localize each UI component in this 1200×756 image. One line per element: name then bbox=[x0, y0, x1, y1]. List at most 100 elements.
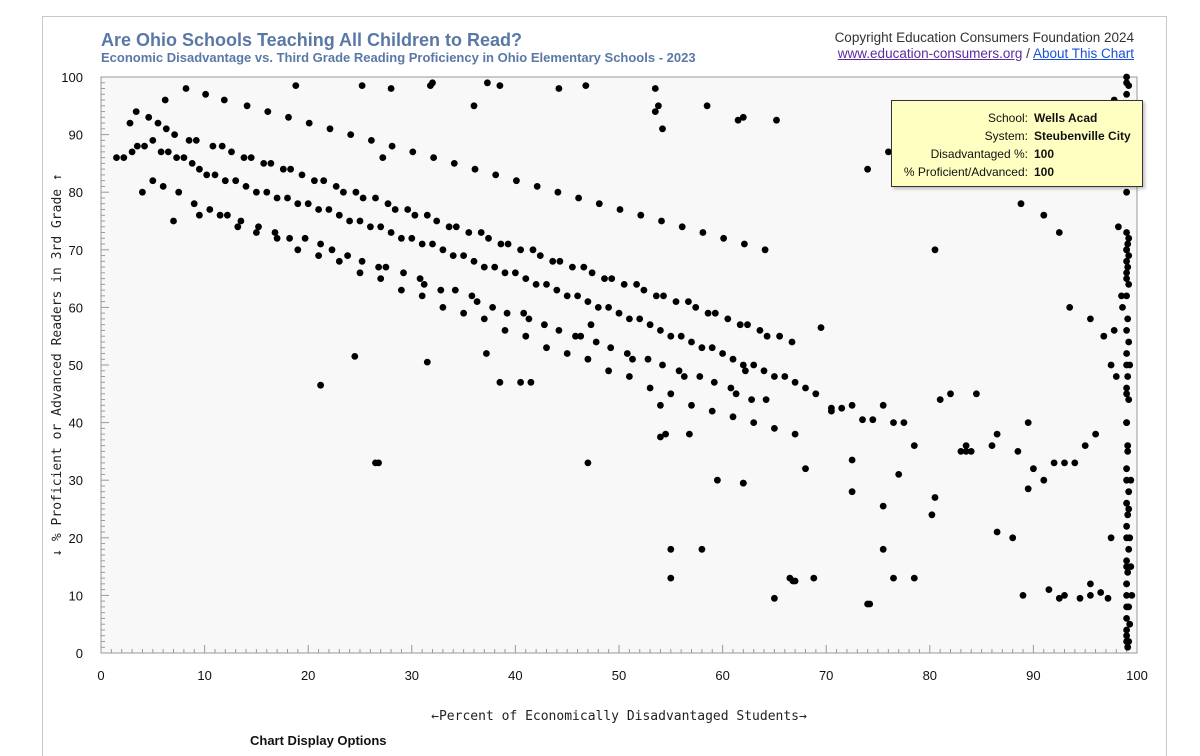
school-point[interactable] bbox=[698, 545, 706, 553]
school-point[interactable] bbox=[141, 142, 148, 150]
school-point[interactable] bbox=[1119, 304, 1126, 311]
school-point[interactable] bbox=[527, 378, 535, 386]
school-point[interactable] bbox=[592, 338, 600, 346]
school-point[interactable] bbox=[677, 332, 685, 340]
school-point[interactable] bbox=[267, 160, 275, 167]
school-point[interactable] bbox=[504, 240, 512, 248]
school-point[interactable] bbox=[773, 116, 780, 124]
school-point[interactable] bbox=[615, 309, 623, 317]
school-point[interactable] bbox=[180, 154, 188, 162]
school-point[interactable] bbox=[473, 298, 481, 305]
school-point[interactable] bbox=[1123, 592, 1130, 599]
school-point[interactable] bbox=[607, 344, 615, 352]
school-point[interactable] bbox=[1123, 350, 1130, 357]
school-point[interactable] bbox=[658, 217, 665, 225]
school-point[interactable] bbox=[791, 430, 799, 438]
school-point[interactable] bbox=[344, 252, 351, 259]
school-point[interactable] bbox=[675, 367, 683, 375]
school-point[interactable] bbox=[1040, 476, 1048, 484]
school-point[interactable] bbox=[569, 263, 576, 271]
school-point[interactable] bbox=[513, 177, 520, 185]
school-point[interactable] bbox=[659, 125, 666, 133]
school-point[interactable] bbox=[657, 327, 664, 334]
school-point[interactable] bbox=[294, 246, 302, 254]
school-point[interactable] bbox=[866, 600, 874, 608]
school-point[interactable] bbox=[646, 384, 654, 392]
school-point[interactable] bbox=[367, 223, 374, 231]
school-point[interactable] bbox=[696, 373, 704, 380]
school-point[interactable] bbox=[817, 324, 825, 331]
school-point[interactable] bbox=[699, 229, 707, 236]
school-point[interactable] bbox=[460, 252, 467, 259]
school-point[interactable] bbox=[164, 148, 172, 156]
school-point[interactable] bbox=[763, 332, 771, 340]
school-point[interactable] bbox=[1107, 534, 1115, 542]
school-point[interactable] bbox=[719, 350, 726, 357]
school-point[interactable] bbox=[1123, 522, 1130, 530]
school-point[interactable] bbox=[577, 332, 585, 340]
school-point[interactable] bbox=[433, 217, 441, 225]
school-point[interactable] bbox=[947, 390, 954, 398]
school-point[interactable] bbox=[848, 456, 856, 464]
school-point[interactable] bbox=[404, 206, 412, 213]
school-point[interactable] bbox=[1125, 82, 1133, 89]
school-point[interactable] bbox=[325, 206, 333, 213]
school-point[interactable] bbox=[644, 355, 652, 363]
school-point[interactable] bbox=[973, 390, 980, 398]
school-point[interactable] bbox=[529, 246, 537, 254]
school-point[interactable] bbox=[315, 206, 322, 213]
school-point[interactable] bbox=[688, 401, 695, 409]
school-point[interactable] bbox=[554, 188, 562, 196]
school-point[interactable] bbox=[1061, 459, 1068, 467]
school-point[interactable] bbox=[1055, 594, 1063, 602]
school-point[interactable] bbox=[692, 304, 700, 311]
school-point[interactable] bbox=[1061, 592, 1068, 599]
school-point[interactable] bbox=[543, 344, 550, 352]
school-point[interactable] bbox=[680, 373, 688, 380]
school-point[interactable] bbox=[1030, 465, 1037, 473]
school-point[interactable] bbox=[387, 85, 395, 92]
school-point[interactable] bbox=[1125, 338, 1133, 346]
school-point[interactable] bbox=[279, 165, 287, 173]
school-point[interactable] bbox=[411, 211, 419, 219]
school-point[interactable] bbox=[1104, 594, 1112, 602]
school-point[interactable] bbox=[173, 154, 181, 162]
school-point[interactable] bbox=[789, 577, 797, 585]
school-point[interactable] bbox=[253, 229, 260, 236]
school-point[interactable] bbox=[1123, 269, 1130, 277]
school-point[interactable] bbox=[452, 223, 460, 231]
school-point[interactable] bbox=[1123, 557, 1130, 565]
school-point[interactable] bbox=[703, 102, 711, 110]
school-point[interactable] bbox=[1125, 545, 1133, 553]
school-point[interactable] bbox=[1123, 632, 1130, 640]
school-point[interactable] bbox=[640, 286, 648, 294]
school-point[interactable] bbox=[756, 327, 764, 334]
school-point[interactable] bbox=[724, 315, 732, 323]
school-point[interactable] bbox=[879, 401, 887, 409]
school-point[interactable] bbox=[771, 425, 778, 432]
school-point[interactable] bbox=[678, 223, 686, 231]
school-point[interactable] bbox=[1128, 592, 1136, 599]
school-point[interactable] bbox=[216, 211, 224, 219]
school-point[interactable] bbox=[206, 206, 214, 213]
school-point[interactable] bbox=[1123, 638, 1130, 645]
school-point[interactable] bbox=[536, 252, 544, 259]
school-point[interactable] bbox=[517, 378, 524, 386]
school-point[interactable] bbox=[788, 338, 796, 346]
school-point[interactable] bbox=[556, 257, 564, 265]
school-point[interactable] bbox=[727, 384, 735, 392]
school-point[interactable] bbox=[1014, 448, 1022, 455]
school-point[interactable] bbox=[1024, 485, 1032, 493]
school-point[interactable] bbox=[496, 82, 504, 89]
school-point[interactable] bbox=[651, 108, 659, 115]
school-point[interactable] bbox=[931, 246, 939, 254]
school-point[interactable] bbox=[232, 177, 240, 185]
school-point[interactable] bbox=[1087, 315, 1094, 323]
school-point[interactable] bbox=[776, 332, 783, 340]
school-point[interactable] bbox=[450, 160, 458, 167]
school-point[interactable] bbox=[859, 416, 866, 424]
school-point[interactable] bbox=[347, 131, 355, 139]
school-point[interactable] bbox=[298, 171, 306, 179]
school-point[interactable] bbox=[287, 165, 294, 173]
school-point[interactable] bbox=[1097, 589, 1105, 596]
